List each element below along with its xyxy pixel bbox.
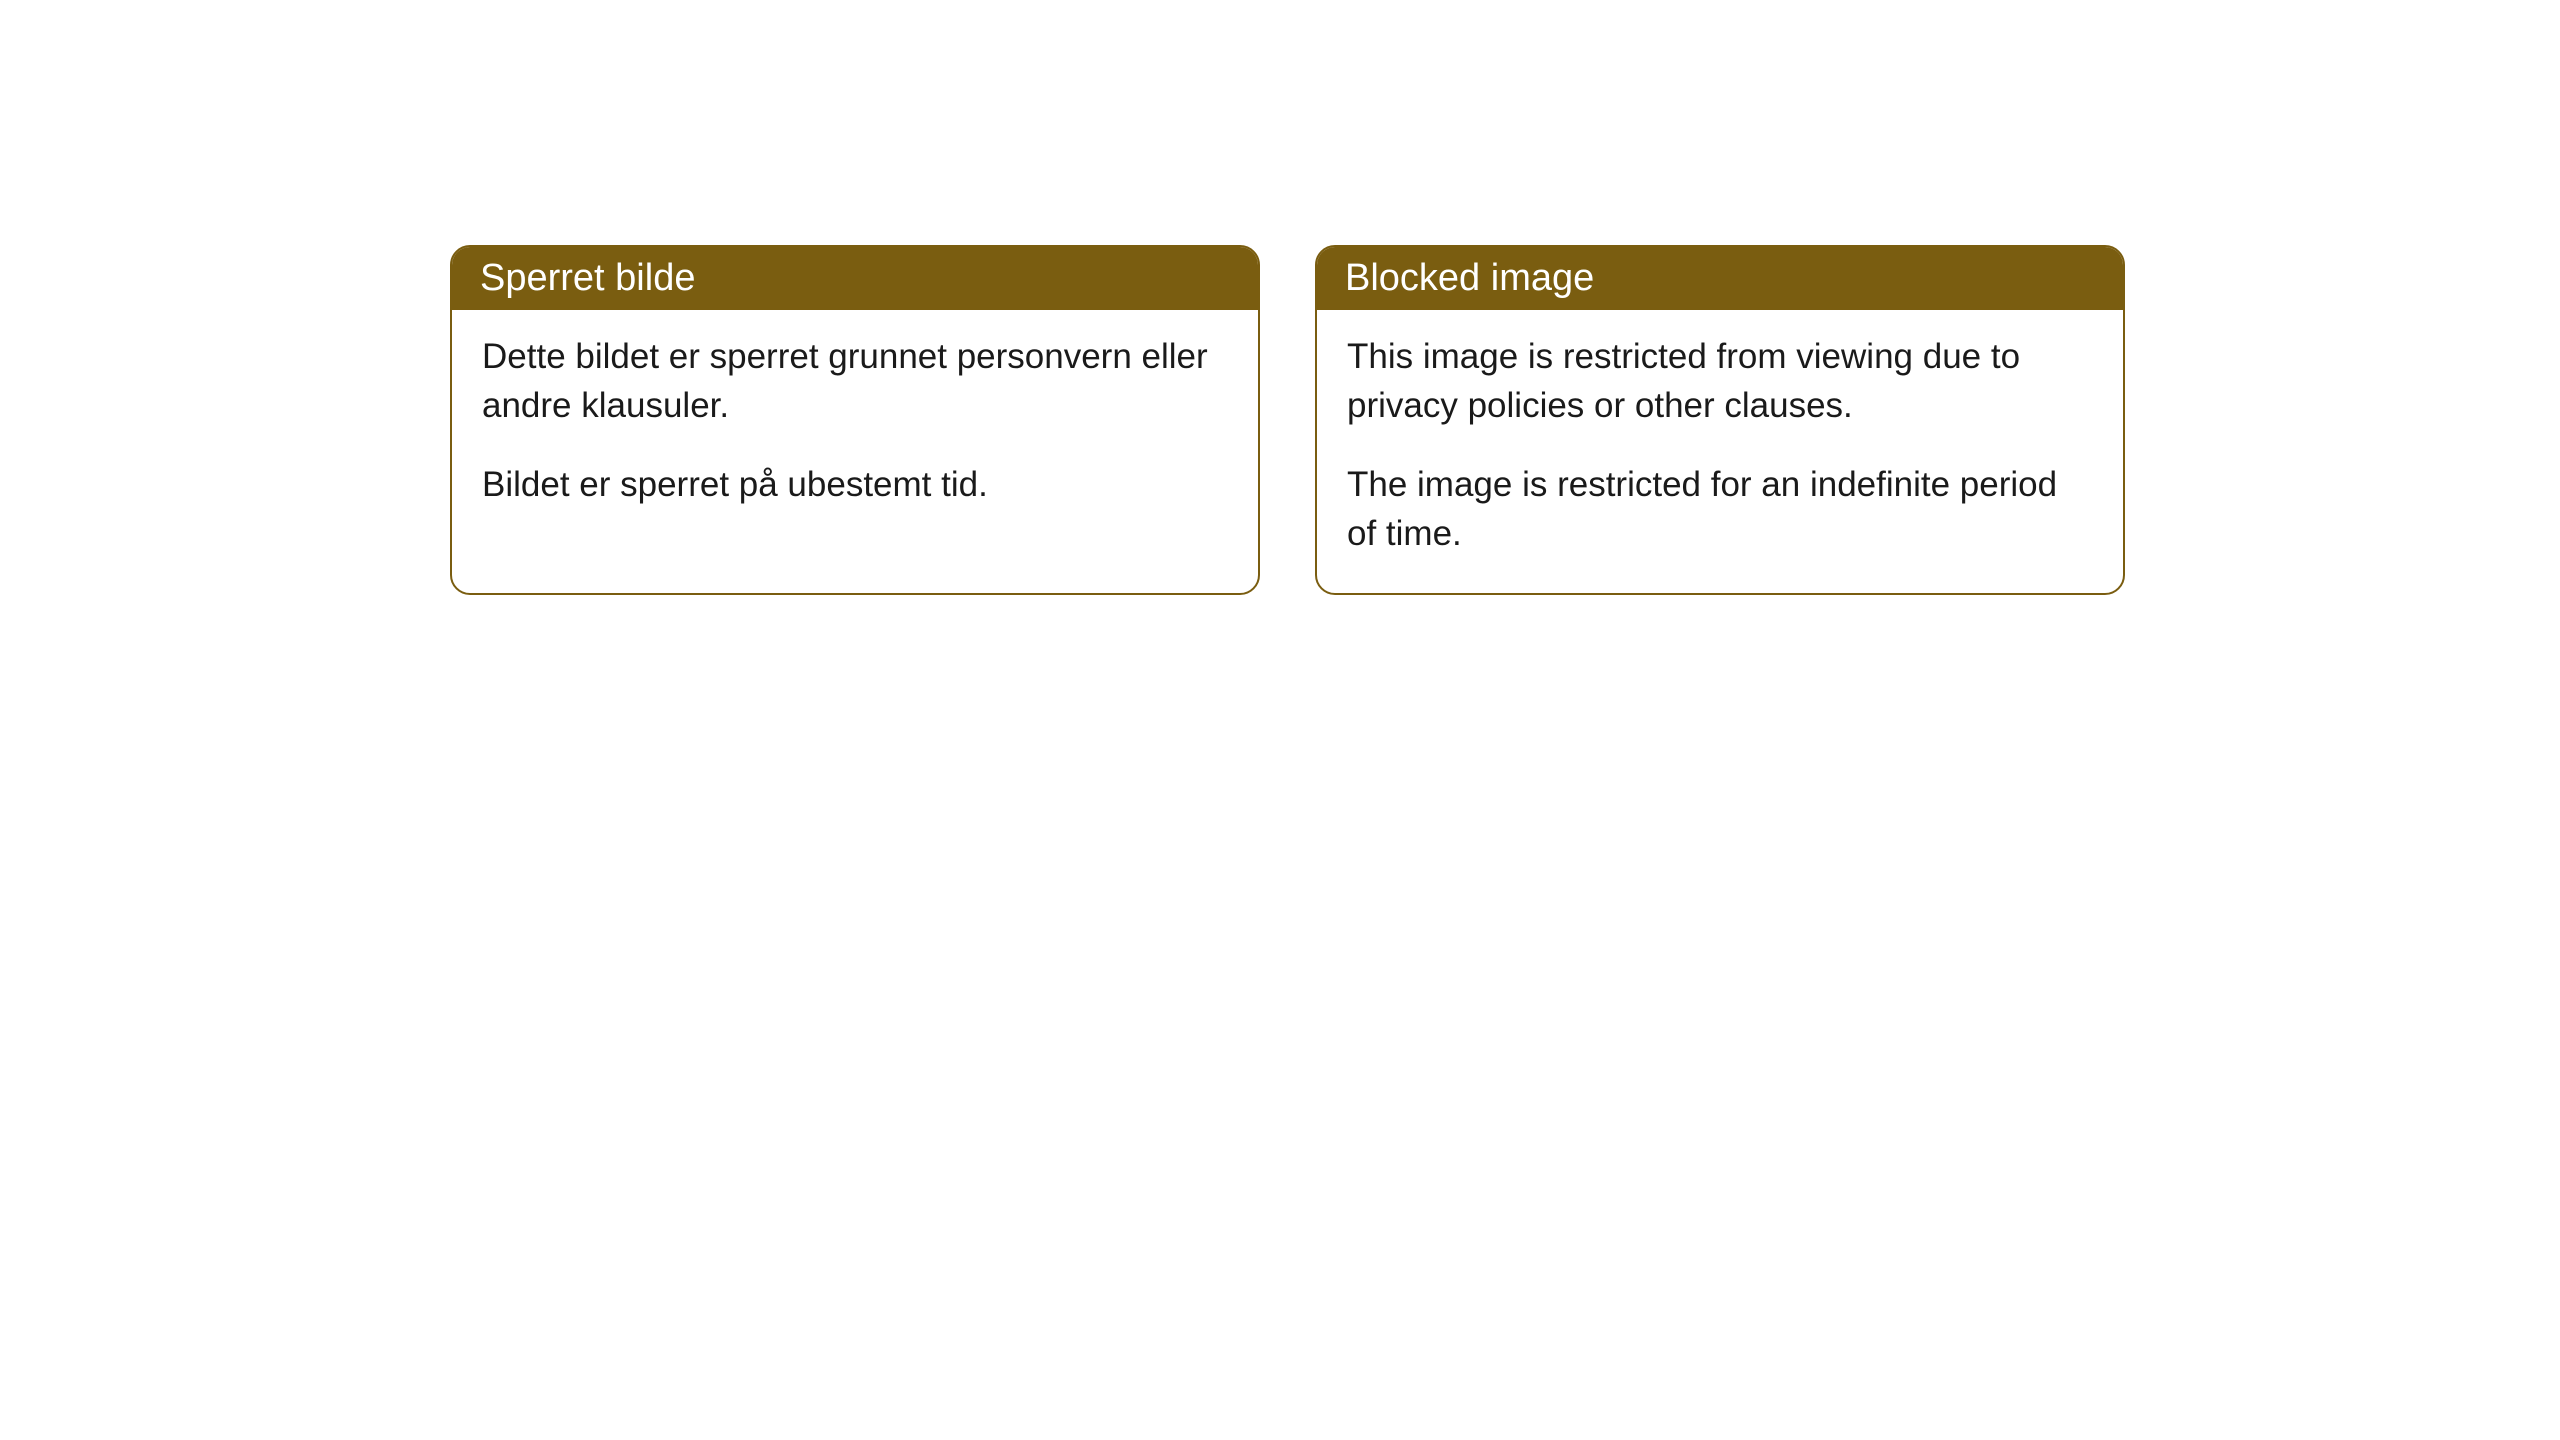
notice-card-norwegian: Sperret bilde Dette bildet er sperret gr…	[450, 245, 1260, 595]
card-header-norwegian: Sperret bilde	[452, 247, 1258, 310]
card-paragraph-1: This image is restricted from viewing du…	[1347, 332, 2093, 430]
card-paragraph-2: The image is restricted for an indefinit…	[1347, 460, 2093, 558]
card-header-english: Blocked image	[1317, 247, 2123, 310]
notice-cards-container: Sperret bilde Dette bildet er sperret gr…	[450, 245, 2560, 595]
notice-card-english: Blocked image This image is restricted f…	[1315, 245, 2125, 595]
card-title: Blocked image	[1345, 257, 1594, 299]
card-body-norwegian: Dette bildet er sperret grunnet personve…	[452, 310, 1258, 544]
card-body-english: This image is restricted from viewing du…	[1317, 310, 2123, 593]
card-paragraph-2: Bildet er sperret på ubestemt tid.	[482, 460, 1228, 509]
card-paragraph-1: Dette bildet er sperret grunnet personve…	[482, 332, 1228, 430]
card-title: Sperret bilde	[480, 257, 695, 299]
